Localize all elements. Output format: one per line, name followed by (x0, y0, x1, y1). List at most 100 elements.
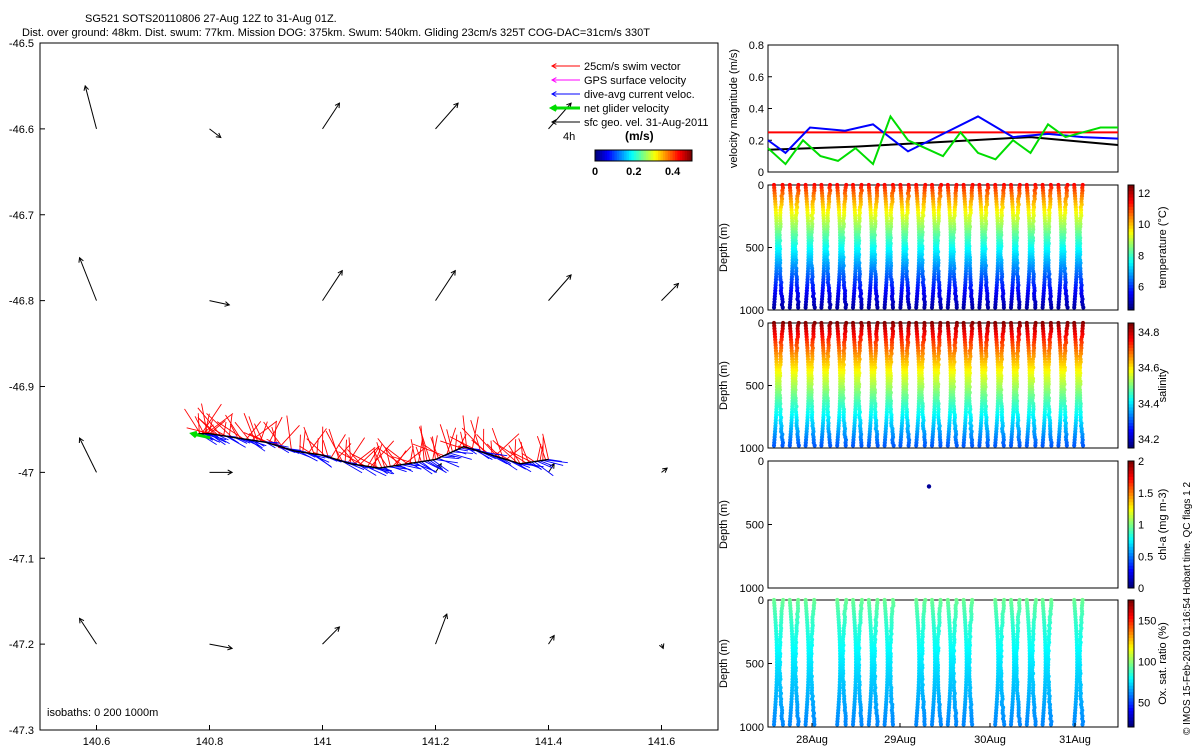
temperature-colorbar-cell (1128, 253, 1134, 258)
temperature-colorbar-label: temperature (°C) (1157, 206, 1169, 288)
salinity-colorbar-cell (1128, 326, 1134, 330)
oxygen-sample (922, 722, 927, 727)
current-vector (494, 455, 512, 466)
swim-vector (412, 443, 445, 457)
geo-velocity-arrow-head (337, 269, 343, 276)
salinity-sample (1064, 443, 1069, 448)
chlorophyll-colorbar-label: chl-a (mg m-3) (1157, 489, 1169, 561)
chlorophyll-colorbar-cell (1128, 489, 1134, 494)
salinity-colorbar-label: salinity (1157, 368, 1169, 402)
temperature-colorbar-tick-label: 12 (1138, 188, 1150, 200)
copyright-note: © IMOS 15-Feb-2019 01:16:54 Hobart time.… (1182, 482, 1193, 735)
colorbar-cell (665, 150, 669, 161)
map-x-tick-label: 140.8 (196, 736, 224, 748)
swim-vector (495, 443, 527, 464)
salinity-sample (843, 443, 848, 448)
oxygen-sample (859, 722, 864, 727)
temperature-colorbar-tick-label: 6 (1138, 282, 1144, 294)
chlorophyll-colorbar-cell (1128, 530, 1134, 535)
glider-track (198, 433, 549, 469)
chlorophyll-colorbar-cell (1128, 559, 1134, 564)
salinity-sample (828, 443, 833, 448)
geo-velocity-arrow (84, 85, 97, 130)
temperature-sample (1033, 305, 1038, 310)
salinity-sample (866, 443, 871, 448)
velocity-y-tick-label: 0.6 (749, 72, 764, 84)
velocity-axes-box (767, 44, 1119, 173)
temperature-sample (866, 305, 871, 310)
geo-velocity-arrow (661, 467, 668, 473)
current-vector (412, 462, 436, 472)
colorbar-cell (611, 150, 615, 161)
swim-vector (518, 438, 530, 463)
temperature-y-label: Depth (m) (718, 223, 730, 272)
swim-vector (268, 416, 283, 444)
temperature-colorbar-cell (1128, 288, 1134, 292)
current-vector (415, 462, 433, 475)
chlorophyll-colorbar-tick-label: 2 (1138, 456, 1144, 468)
chlorophyll-colorbar-cell (1128, 565, 1134, 570)
chlorophyll-colorbar-cell (1128, 556, 1134, 560)
current-vector (443, 455, 455, 458)
chlorophyll-colorbar-cell (1128, 499, 1134, 503)
swim-vector (378, 447, 402, 466)
temperature-sample (961, 305, 966, 310)
salinity-colorbar-cell (1128, 382, 1134, 386)
salinity-colorbar-cell (1128, 419, 1134, 424)
temperature-sample (1008, 305, 1014, 310)
colorbar-cell (687, 150, 691, 161)
current-vector (548, 459, 562, 462)
swim-vector (461, 427, 487, 454)
swim-vector (446, 427, 457, 455)
chlorophyll-colorbar-cell (1128, 549, 1134, 554)
chlorophyll-colorbar-cell (1128, 470, 1134, 475)
swim-vector (234, 421, 250, 441)
geo-velocity-arrow (322, 270, 343, 301)
map-y-tick-label: -46.9 (9, 382, 34, 394)
chlorophyll-colorbar-tick-label: 1 (1138, 520, 1144, 532)
swim-vector (204, 413, 210, 434)
colorbar-cell (602, 150, 606, 161)
chlorophyll-colorbar-cell (1128, 578, 1134, 583)
geo-velocity-arrow-head (78, 437, 84, 444)
geo-velocity-arrow (548, 463, 555, 473)
legend-arrow-head (550, 63, 557, 69)
map-y-tick-label: -46.7 (9, 210, 34, 222)
swim-vector (229, 423, 239, 439)
temperature-colorbar-cell (1128, 291, 1134, 295)
salinity-sample (914, 443, 919, 448)
temperature-sample (875, 305, 880, 310)
map-y-tick-label: -47.1 (9, 553, 34, 565)
colorbar-cell (595, 150, 598, 161)
temperature-sample (1081, 305, 1086, 310)
temperature-colorbar-cell (1128, 244, 1134, 248)
temperature-sample (890, 305, 896, 310)
swim-vector (245, 421, 262, 440)
current-vector (545, 459, 568, 464)
velocity-series (767, 114, 1118, 166)
colorbar-cell (621, 150, 625, 161)
salinity-colorbar-cell (1128, 344, 1134, 349)
swim-vector (492, 439, 518, 464)
current-vector (429, 459, 444, 470)
temperature-colorbar-cell (1128, 194, 1134, 198)
salinity-colorbar-cell (1128, 376, 1134, 380)
oxygen-sample (796, 722, 801, 727)
chlorophyll-colorbar-cell (1128, 511, 1134, 516)
chlorophyll-colorbar-cell (1128, 461, 1134, 465)
colorbar-cell (653, 150, 657, 161)
geo-velocity-arrow-head (334, 626, 341, 632)
swim-vector (201, 403, 222, 434)
salinity-sample (993, 443, 998, 448)
swim-vector (228, 414, 233, 437)
chlorophyll-y-tick-label: 500 (746, 520, 764, 532)
salinity-colorbar-cell (1128, 323, 1134, 327)
temperature-y-tick-label: 1000 (740, 305, 764, 317)
temperature-sample (850, 305, 856, 310)
chlorophyll-colorbar-cell (1128, 492, 1134, 497)
salinity-sample (1033, 443, 1038, 448)
salinity-colorbar-cell (1128, 441, 1134, 446)
temperature-sample (970, 305, 975, 310)
salinity-sample (819, 443, 824, 448)
